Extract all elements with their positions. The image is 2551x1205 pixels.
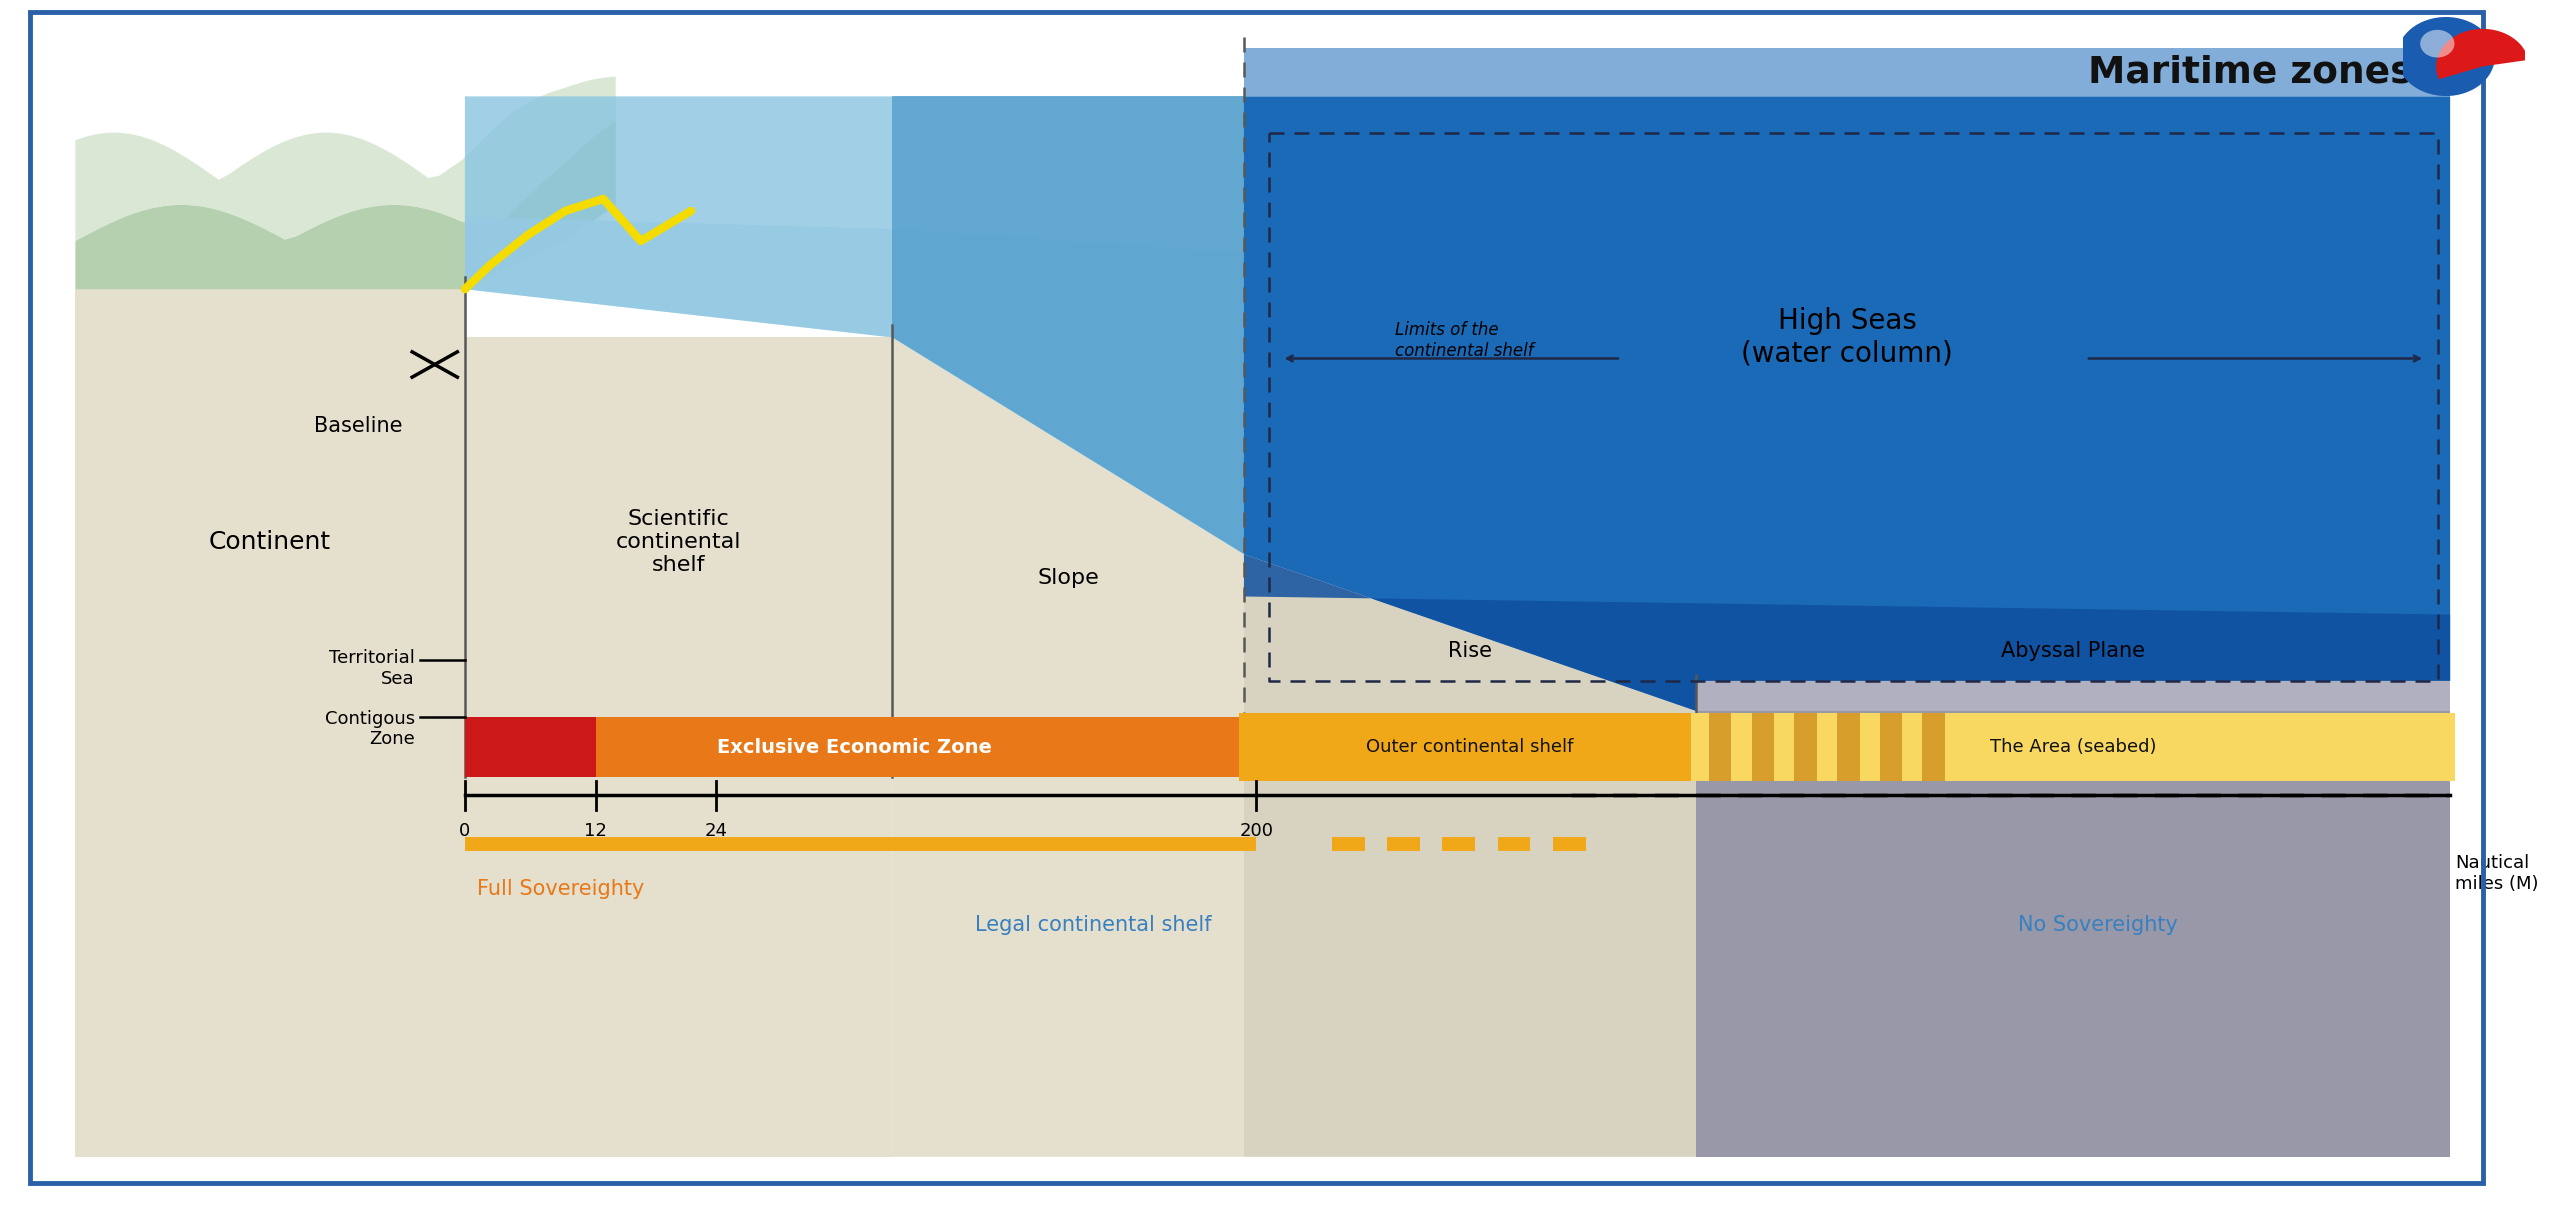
Polygon shape <box>1245 96 2449 711</box>
Polygon shape <box>1696 681 2449 711</box>
Text: Maritime zones: Maritime zones <box>2087 54 2413 90</box>
Polygon shape <box>1245 48 2449 96</box>
Text: Legal continental shelf: Legal continental shelf <box>974 916 1212 935</box>
Polygon shape <box>77 120 615 289</box>
Text: Limits of the
continental shelf: Limits of the continental shelf <box>1395 321 1533 360</box>
Text: Nautical
miles (M): Nautical miles (M) <box>2454 854 2538 893</box>
Text: Full Sovereighty: Full Sovereighty <box>477 880 645 899</box>
Polygon shape <box>464 217 1245 554</box>
Bar <box>1240 713 1702 781</box>
Text: Outer continental shelf: Outer continental shelf <box>1367 739 1574 756</box>
Bar <box>1753 713 1773 781</box>
Polygon shape <box>893 337 1245 1157</box>
Text: 200: 200 <box>1240 822 1273 840</box>
Text: Baseline: Baseline <box>314 416 403 436</box>
Text: Territorial
Sea: Territorial Sea <box>329 649 416 688</box>
Polygon shape <box>77 289 464 1157</box>
Polygon shape <box>1245 554 2449 711</box>
Bar <box>1709 713 1732 781</box>
Polygon shape <box>464 96 1245 554</box>
Text: Continent: Continent <box>209 530 332 554</box>
Text: 12: 12 <box>584 822 607 840</box>
Text: Slope: Slope <box>1038 569 1099 588</box>
Text: High Seas
(water column): High Seas (water column) <box>1742 307 1954 368</box>
Polygon shape <box>1245 554 1696 1157</box>
Wedge shape <box>2436 29 2528 80</box>
Polygon shape <box>893 96 1245 554</box>
Bar <box>1837 713 1860 781</box>
Text: Exclusive Economic Zone: Exclusive Economic Zone <box>717 737 992 757</box>
Text: Abyssal Plane: Abyssal Plane <box>2000 641 2145 660</box>
Text: 0: 0 <box>459 822 469 840</box>
Bar <box>1923 713 1944 781</box>
Text: The Area (seabed): The Area (seabed) <box>1990 739 2156 756</box>
Polygon shape <box>464 337 893 1157</box>
Circle shape <box>2421 30 2454 58</box>
Bar <box>464 717 594 777</box>
Polygon shape <box>1245 96 2449 108</box>
Text: Contigous
Zone: Contigous Zone <box>324 710 416 748</box>
Bar <box>1793 713 1816 781</box>
Circle shape <box>2398 17 2495 96</box>
Polygon shape <box>77 77 615 241</box>
Text: No Sovereighty: No Sovereighty <box>2018 916 2179 935</box>
Text: Scientific
continental
shelf: Scientific continental shelf <box>615 509 742 576</box>
Text: Rise: Rise <box>1449 641 1492 660</box>
Bar <box>464 717 1245 777</box>
Polygon shape <box>1696 711 2449 1157</box>
Bar <box>1691 713 2454 781</box>
Text: 24: 24 <box>704 822 727 840</box>
Bar <box>1880 713 1903 781</box>
